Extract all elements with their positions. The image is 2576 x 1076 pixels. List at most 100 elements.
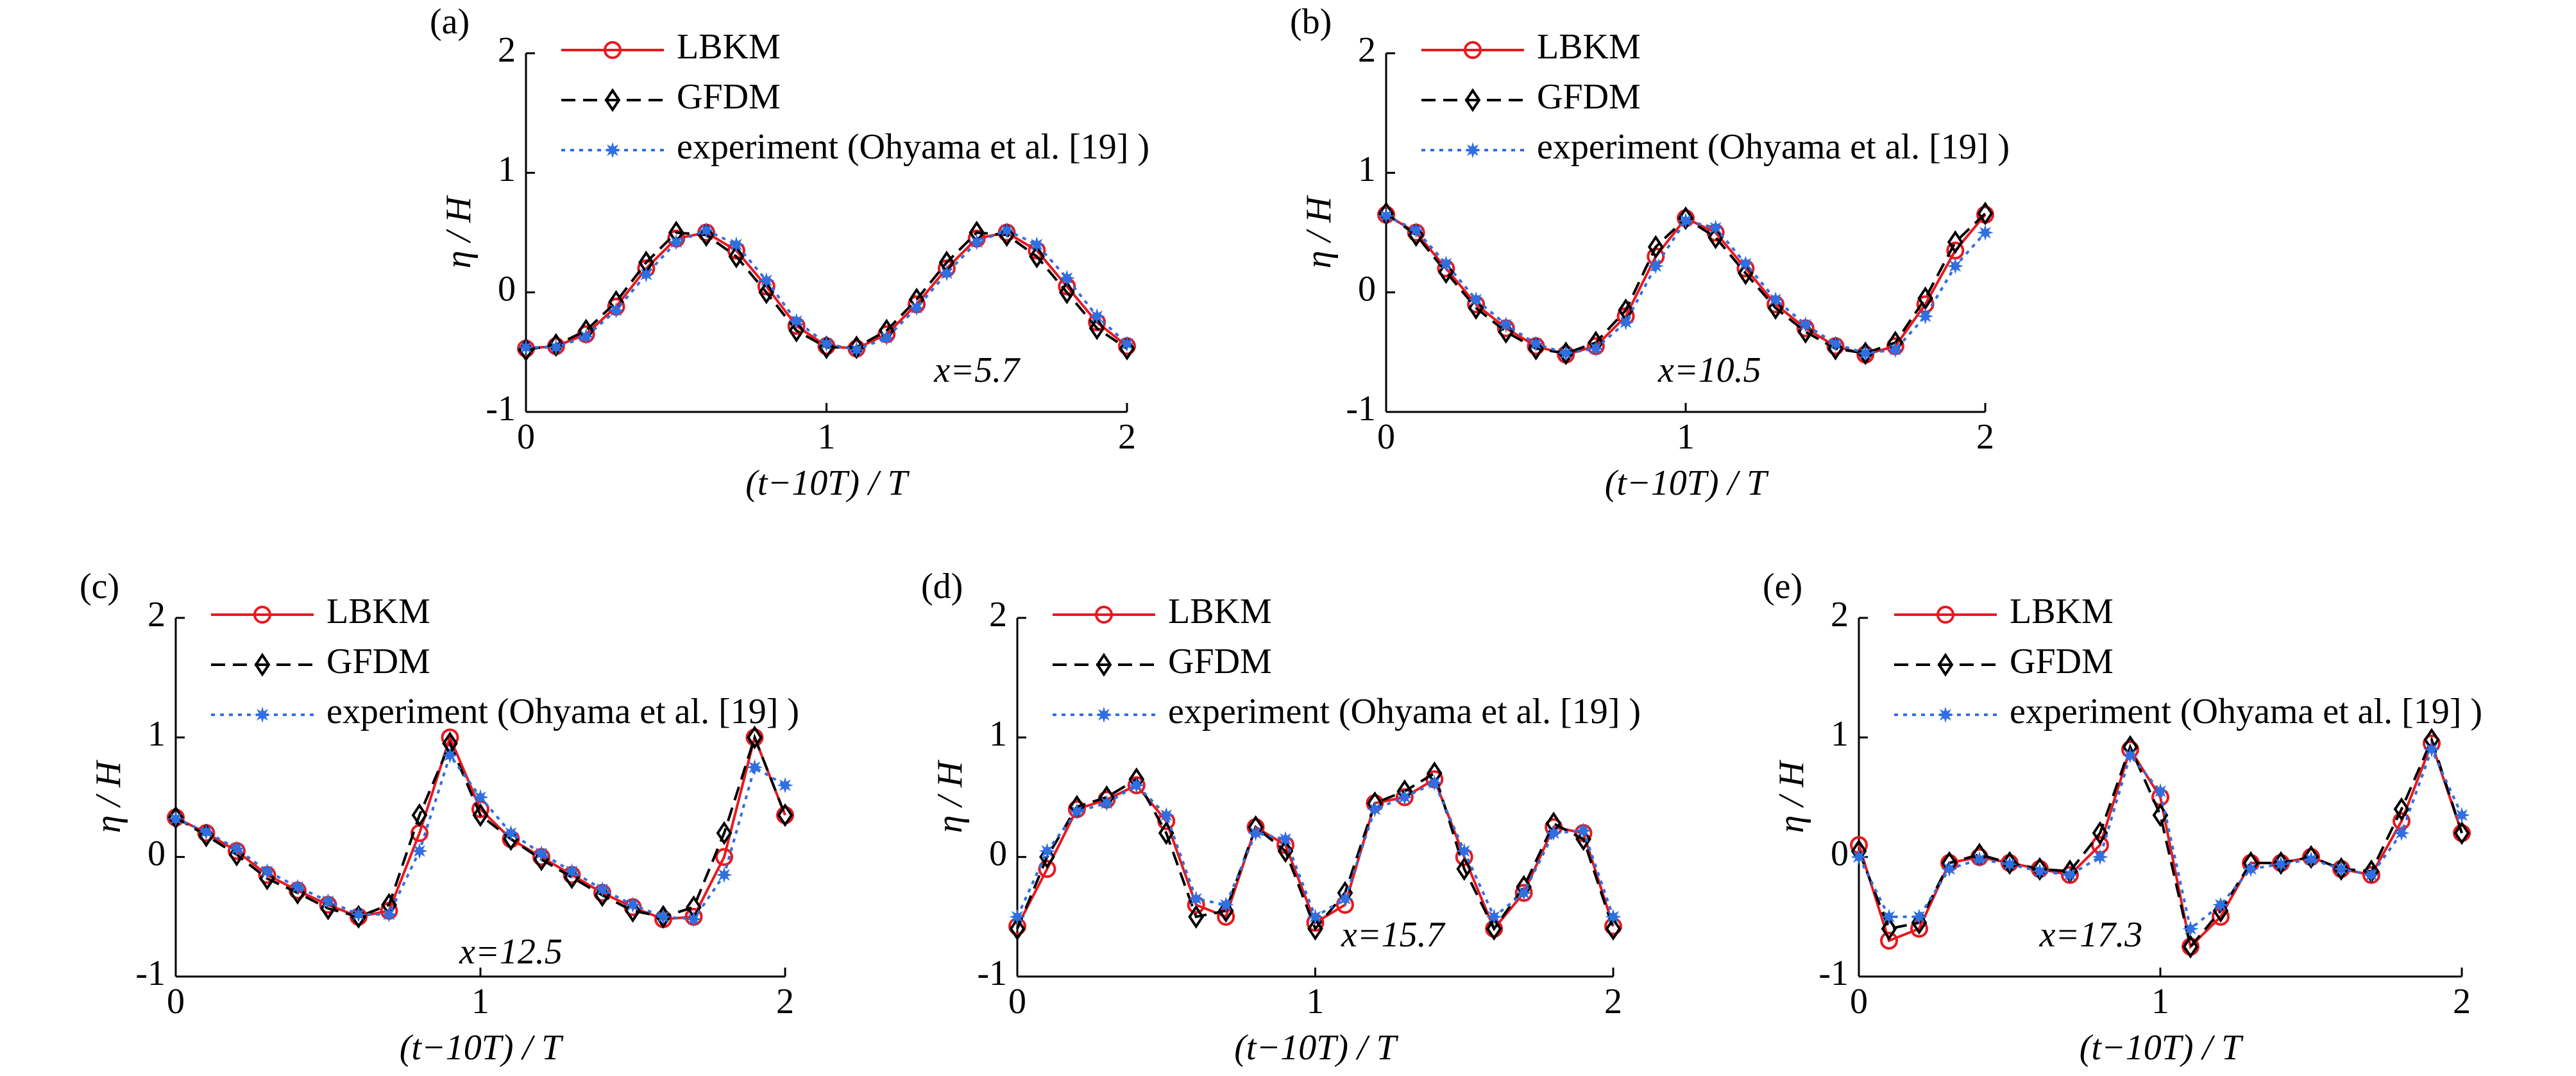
legend-label: LBKM xyxy=(1537,27,1641,67)
x-tick-label: 1 xyxy=(471,982,489,1021)
marker xyxy=(747,725,763,749)
marker xyxy=(716,866,733,884)
legend-marker xyxy=(1937,706,1954,723)
marker xyxy=(1767,291,1784,308)
legend-marker xyxy=(604,88,621,112)
marker xyxy=(1277,830,1294,848)
legend-marker xyxy=(604,142,621,158)
series-line xyxy=(1016,771,1614,932)
marker xyxy=(1426,774,1443,791)
marker xyxy=(1009,909,1026,925)
marker xyxy=(1605,916,1622,941)
annotation: x=12.5 xyxy=(459,932,563,971)
y-tick-label: 1 xyxy=(1358,149,1376,189)
legend-marker xyxy=(1464,88,1481,112)
y-tick-label: -1 xyxy=(135,953,165,993)
y-tick-label: 0 xyxy=(1358,269,1376,309)
marker xyxy=(1527,336,1545,352)
series-line xyxy=(526,228,1128,352)
marker xyxy=(1029,244,1045,269)
marker xyxy=(1647,235,1664,259)
marker xyxy=(1851,848,1867,866)
marker xyxy=(1188,905,1205,929)
marker xyxy=(594,883,611,907)
series-line xyxy=(1385,214,1987,355)
marker xyxy=(1038,860,1056,878)
marker xyxy=(878,329,895,346)
y-tick-label: -1 xyxy=(1346,389,1376,429)
marker xyxy=(2122,747,2139,764)
marker xyxy=(1575,822,1592,839)
marker xyxy=(1307,916,1323,941)
legend-label: GFDM xyxy=(1168,642,1272,681)
marker xyxy=(607,302,625,319)
marker xyxy=(1119,336,1135,352)
marker xyxy=(1881,909,1897,925)
marker xyxy=(999,223,1015,247)
legend-label: GFDM xyxy=(1537,77,1641,117)
marker xyxy=(167,810,184,827)
marker xyxy=(1089,308,1105,325)
legend-label: LBKM xyxy=(1168,592,1272,631)
marker xyxy=(2062,866,2078,884)
marker xyxy=(969,234,985,251)
marker xyxy=(2152,783,2169,799)
legend-label: LBKM xyxy=(326,592,430,631)
marker xyxy=(258,863,276,880)
legend-label: GFDM xyxy=(677,77,781,117)
y-tick-label: -1 xyxy=(977,953,1007,993)
y-tick-label: 2 xyxy=(1358,30,1376,70)
marker xyxy=(638,266,655,283)
legend-marker xyxy=(1936,606,1954,624)
x-tick-label: 2 xyxy=(776,982,794,1021)
series-line xyxy=(1858,739,2463,950)
marker xyxy=(548,339,564,356)
y-tick-label: 2 xyxy=(498,30,516,70)
marker xyxy=(502,824,520,842)
marker xyxy=(1366,801,1384,817)
x-tick-label: 1 xyxy=(818,417,836,457)
marker xyxy=(518,339,534,356)
panel-label: (e) xyxy=(1763,567,1802,606)
marker xyxy=(1575,827,1591,851)
marker xyxy=(1408,223,1425,247)
y-tick-label: 1 xyxy=(148,714,165,754)
x-tick-label: 0 xyxy=(1377,417,1395,457)
y-tick-label: 2 xyxy=(148,595,165,635)
legend-label: experiment (Ohyama et al. [19] ) xyxy=(1537,127,2010,167)
marker xyxy=(198,823,215,841)
legend-marker xyxy=(1464,142,1481,158)
legend-marker xyxy=(1096,653,1112,677)
marker xyxy=(1617,314,1634,330)
marker xyxy=(1486,916,1502,941)
marker xyxy=(1396,789,1413,806)
marker xyxy=(2212,896,2229,913)
x-axis-label: (t−10T) / T xyxy=(1605,463,1769,503)
marker xyxy=(2453,821,2470,846)
marker xyxy=(1545,824,1562,842)
marker xyxy=(1119,336,1135,361)
y-axis-label: η / H xyxy=(930,760,970,833)
marker xyxy=(655,909,672,925)
marker xyxy=(685,910,702,928)
legend-label: experiment (Ohyama et al. [19] ) xyxy=(2010,692,2482,731)
marker xyxy=(1038,842,1056,860)
marker xyxy=(1217,898,1234,923)
marker xyxy=(1557,345,1574,362)
marker xyxy=(1468,296,1484,320)
marker xyxy=(2182,934,2199,959)
marker xyxy=(1917,286,1934,311)
marker xyxy=(1058,269,1076,287)
marker xyxy=(1707,225,1724,250)
y-tick-label: -1 xyxy=(1818,953,1849,993)
marker xyxy=(1677,212,1694,229)
marker xyxy=(2393,797,2410,821)
marker xyxy=(998,222,1015,239)
marker xyxy=(1337,891,1353,907)
marker xyxy=(1456,842,1473,860)
marker xyxy=(2453,807,2470,824)
marker xyxy=(1468,291,1484,308)
